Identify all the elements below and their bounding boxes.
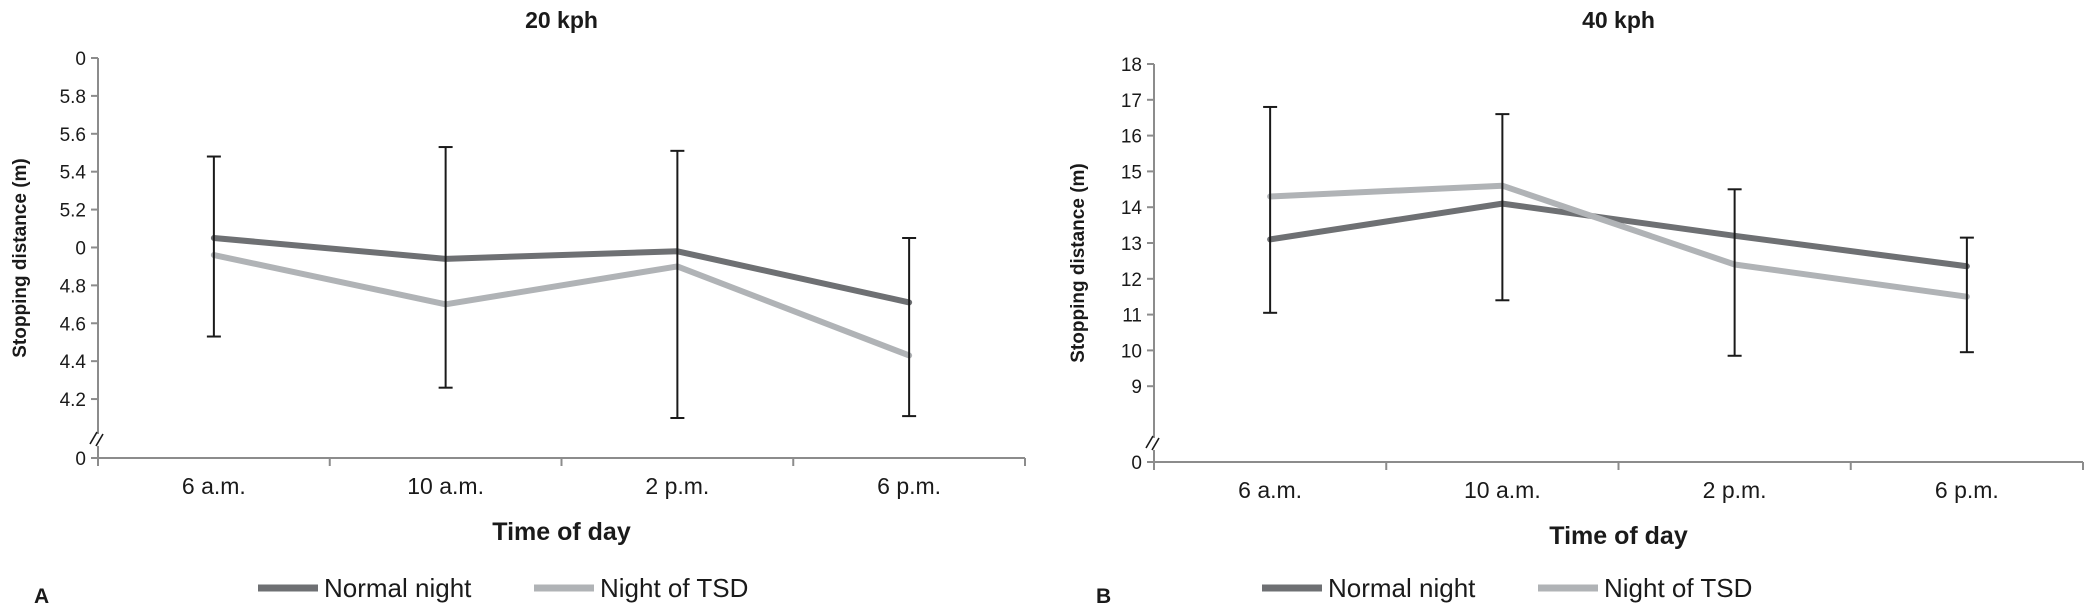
x-tick-label: 2 p.m. (1703, 477, 1767, 503)
axis-break-mark (95, 433, 104, 447)
chart-panel-b: 40 kph 9 10 11 12 13 14 15 16 17 18 0 6 a.m. 10 a.m. 2… (1068, 7, 2084, 608)
x-tick-label: 10 a.m. (1464, 477, 1541, 503)
chart-panel-a: 20 kph 4.2 4.4 4.6 4.8 0 5.2 5.4 5.6 5.8 0 0 6 a.m. 1… (10, 7, 1026, 608)
axis-break-mark (1145, 435, 1154, 449)
series-line-night-of-tsd (210, 252, 913, 359)
y-tick-label: 0 (75, 449, 86, 470)
y-tick-label: 0 (75, 49, 86, 70)
y-tick-label: 10 (1121, 341, 1142, 362)
y-tick-label: 9 (1131, 377, 1142, 398)
series-line-night-of-tsd (1267, 182, 1970, 300)
y-tick-label: 17 (1121, 91, 1142, 112)
y-tick-label: 0 (1131, 453, 1142, 474)
x-tick-label: 6 a.m. (182, 473, 246, 499)
y-tick-label: 5.6 (60, 125, 86, 146)
series-line-normal-night (1267, 200, 1970, 270)
panel-label: B (1096, 585, 1111, 608)
y-tick-label: 4.8 (60, 276, 86, 297)
legend-label-normal-night: Normal night (1328, 573, 1476, 603)
y-tick-label: 11 (1122, 306, 1142, 327)
x-axis-title: Time of day (1549, 522, 1688, 550)
axis-break-mark (89, 431, 98, 445)
x-tick-label: 2 p.m. (645, 473, 709, 499)
panel-label: A (34, 585, 49, 608)
x-tick-label: 6 p.m. (877, 473, 941, 499)
x-tick-label: 6 p.m. (1935, 477, 1999, 503)
legend-label-night-of-tsd: Night of TSD (600, 573, 748, 603)
y-tick-label: 18 (1121, 55, 1142, 76)
y-tick-label: 5.4 (60, 163, 87, 184)
y-tick-label: 5.2 (60, 201, 86, 222)
y-tick-label: 12 (1121, 270, 1142, 291)
y-tick-label: 14 (1121, 198, 1143, 219)
series-line-normal-night (210, 235, 913, 306)
y-tick-label: 15 (1121, 162, 1142, 183)
y-tick-label: 5.8 (60, 87, 86, 108)
chart-title: 40 kph (1582, 7, 1655, 33)
y-tick-label: 4.2 (60, 390, 86, 411)
legend-label-night-of-tsd: Night of TSD (1604, 573, 1752, 603)
y-tick-label: 16 (1121, 127, 1142, 148)
y-axis-title: Stopping distance (m) (1068, 163, 1089, 363)
x-tick-label: 10 a.m. (407, 473, 484, 499)
y-tick-label: 0 (75, 238, 86, 259)
y-tick-label: 4.4 (60, 352, 87, 373)
x-tick-label: 6 a.m. (1238, 477, 1302, 503)
chart-title: 20 kph (525, 7, 598, 33)
axis-break-mark (1151, 437, 1160, 451)
y-axis-title: Stopping distance (m) (10, 158, 31, 358)
x-axis-title: Time of day (492, 518, 631, 546)
y-tick-label: 13 (1121, 234, 1142, 255)
y-tick-label: 4.6 (60, 314, 86, 335)
legend-label-normal-night: Normal night (324, 573, 472, 603)
